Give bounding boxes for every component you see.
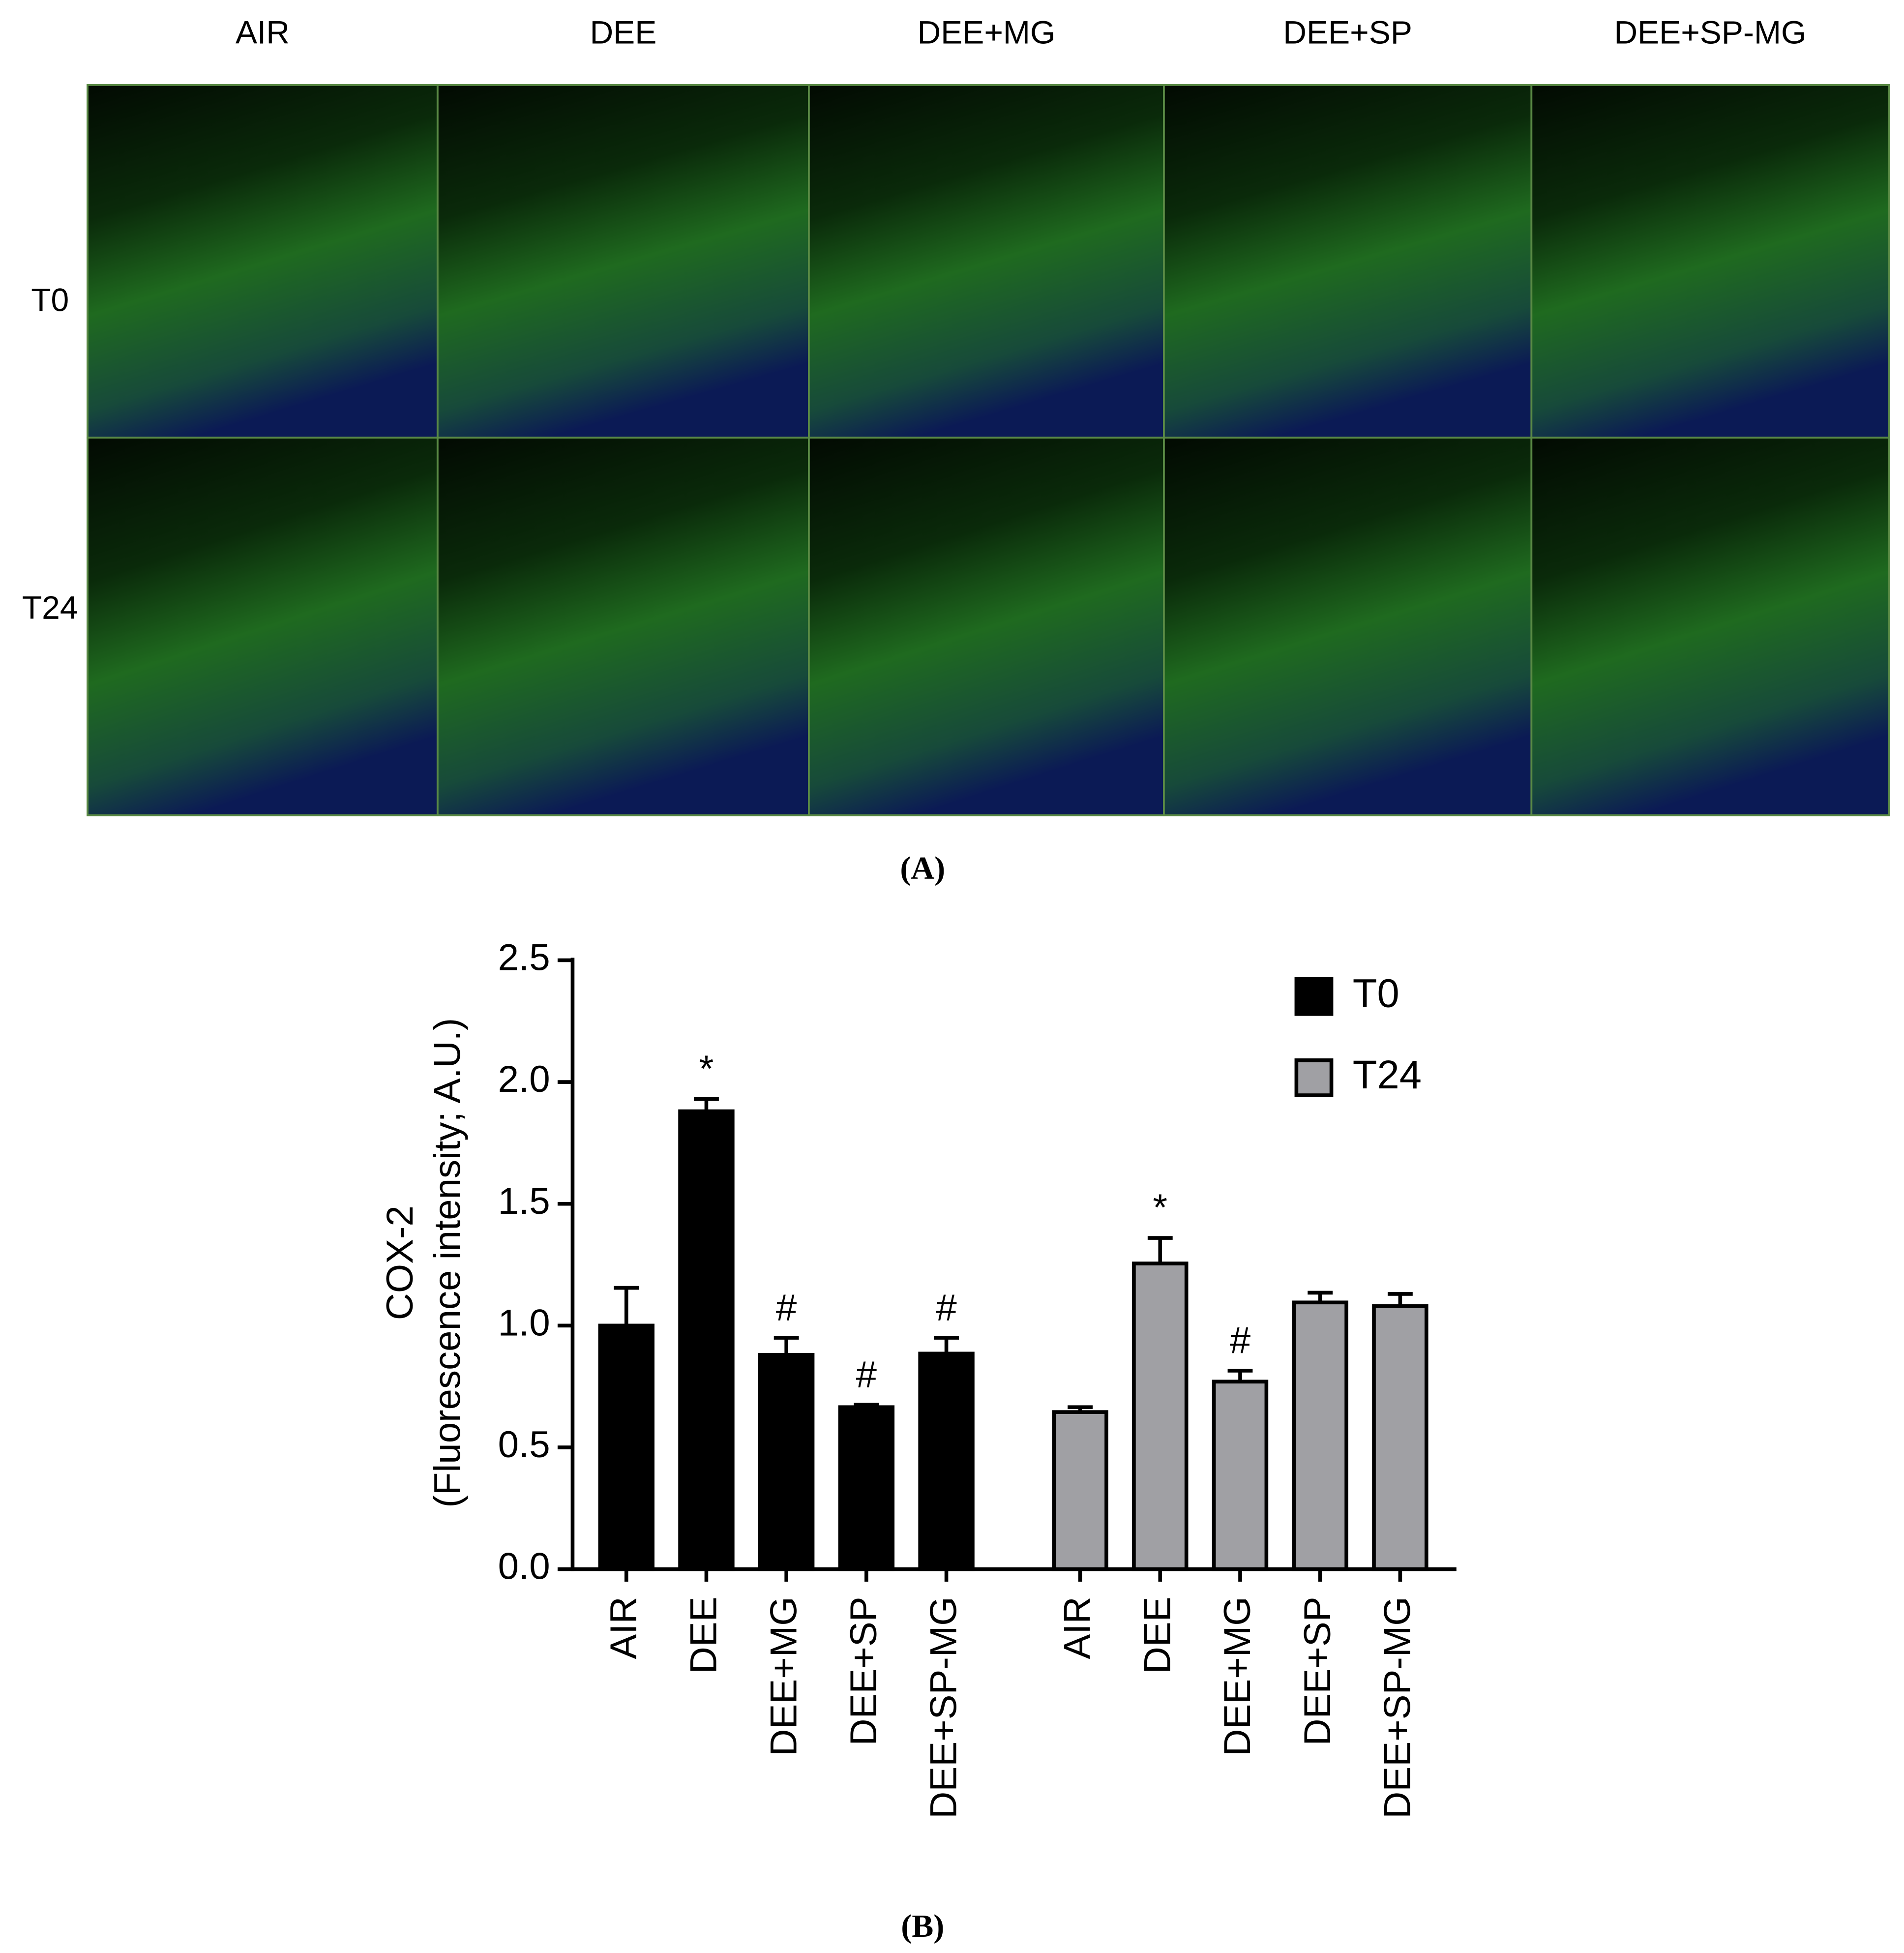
x-tick-label: DEE+SP — [1297, 1596, 1339, 1745]
y-tick-label: 0.5 — [498, 1424, 550, 1466]
column-label: AIR — [236, 15, 290, 51]
row-label: T0 — [31, 282, 69, 319]
legend-swatch — [1294, 977, 1334, 1016]
y-tick-label: 2.0 — [498, 1058, 550, 1100]
legend-label: T0 — [1353, 971, 1399, 1016]
bar — [1212, 1380, 1269, 1571]
bar — [838, 1405, 895, 1571]
micrograph — [1530, 84, 1890, 439]
column-label: DEE+SP-MG — [1614, 15, 1806, 51]
micrograph — [87, 84, 439, 439]
y-tick-label: 2.5 — [498, 937, 550, 979]
micrograph — [808, 84, 1165, 439]
bar — [758, 1352, 815, 1571]
significance-label: * — [699, 1048, 714, 1090]
bar — [598, 1323, 654, 1571]
row-label: T24 — [22, 590, 78, 626]
micrograph — [1530, 436, 1890, 816]
column-label: DEE+SP — [1283, 15, 1412, 51]
micrograph — [436, 436, 810, 816]
micrograph — [436, 84, 810, 439]
legend-label: T24 — [1353, 1052, 1422, 1097]
bar — [678, 1109, 735, 1571]
micrograph — [808, 436, 1165, 816]
significance-label: # — [936, 1287, 957, 1328]
x-tick-label: AIR — [1057, 1596, 1099, 1659]
panel-caption: (B) — [901, 1908, 944, 1944]
error-bar — [1147, 1236, 1173, 1264]
bar — [918, 1352, 975, 1571]
bar — [1052, 1410, 1108, 1571]
micrograph — [1163, 436, 1533, 816]
x-tick-label: DEE+SP — [843, 1596, 885, 1745]
legend-swatch — [1294, 1058, 1334, 1097]
bar — [1292, 1300, 1348, 1571]
x-tick-label: DEE+MG — [763, 1596, 804, 1756]
x-tick-label: DEE+SP-MG — [1377, 1596, 1419, 1818]
x-tick-label: DEE+MG — [1217, 1596, 1258, 1756]
y-tick-label: 1.5 — [498, 1180, 550, 1222]
significance-label: # — [776, 1287, 797, 1328]
x-tick-label: DEE — [683, 1596, 725, 1674]
micrograph — [87, 436, 439, 816]
error-bar — [934, 1336, 959, 1354]
error-bar — [614, 1286, 639, 1326]
y-tick-label: 0.0 — [498, 1546, 550, 1588]
column-label: DEE+MG — [917, 15, 1055, 51]
significance-label: # — [1230, 1320, 1251, 1361]
error-bar — [774, 1336, 799, 1355]
significance-label: * — [1153, 1187, 1167, 1229]
error-bar — [1387, 1292, 1413, 1306]
x-tick-label: DEE+SP-MG — [923, 1596, 965, 1818]
significance-label: # — [856, 1353, 877, 1395]
bar — [1132, 1262, 1189, 1571]
column-label: DEE — [590, 15, 656, 51]
panel-caption: (A) — [900, 850, 945, 886]
y-tick-label: 1.0 — [498, 1302, 550, 1344]
y-axis-label: (Fluorescence intensity; A.U.) — [426, 1018, 468, 1508]
x-tick-label: AIR — [603, 1596, 645, 1659]
error-bar — [694, 1097, 719, 1112]
bar — [1372, 1304, 1428, 1571]
x-tick-label: DEE — [1136, 1596, 1178, 1674]
micrograph — [1163, 84, 1533, 439]
y-axis-label: COX-2 — [379, 1205, 421, 1320]
